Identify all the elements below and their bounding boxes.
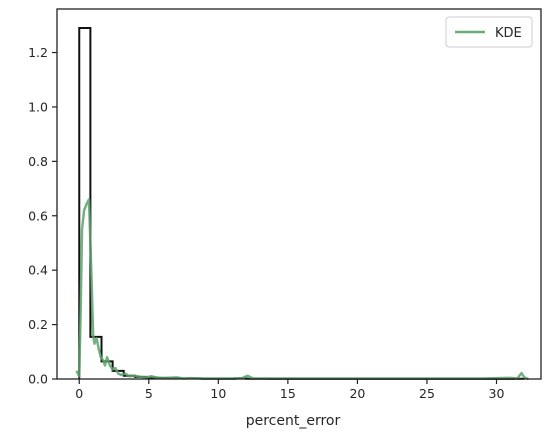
y-tick-label: 0.6: [28, 208, 48, 223]
y-tick-label: 1.2: [28, 45, 48, 60]
y-tick-label: 0.2: [28, 317, 48, 332]
legend-box: [445, 16, 533, 48]
y-tick-label: 0.0: [28, 372, 48, 387]
y-tick-label: 0.4: [28, 263, 48, 278]
x-tick-label: 25: [419, 386, 435, 401]
axes-frame: [56, 8, 542, 380]
y-tick-label: 1.0: [28, 99, 48, 114]
histogram-outline: [78, 27, 526, 380]
x-axis-label: percent_error: [246, 413, 341, 429]
kde-line: [75, 198, 529, 381]
y-tick-label: 0.8: [28, 154, 48, 169]
x-tick-label: 0: [75, 386, 83, 401]
x-tick-label: 30: [489, 386, 505, 401]
x-tick-label: 10: [210, 386, 226, 401]
x-tick-label: 20: [349, 386, 365, 401]
legend: KDE: [445, 16, 533, 48]
x-tick-label: 5: [145, 386, 153, 401]
x-tick-label: 15: [280, 386, 296, 401]
legend-label-kde: KDE: [495, 26, 522, 41]
